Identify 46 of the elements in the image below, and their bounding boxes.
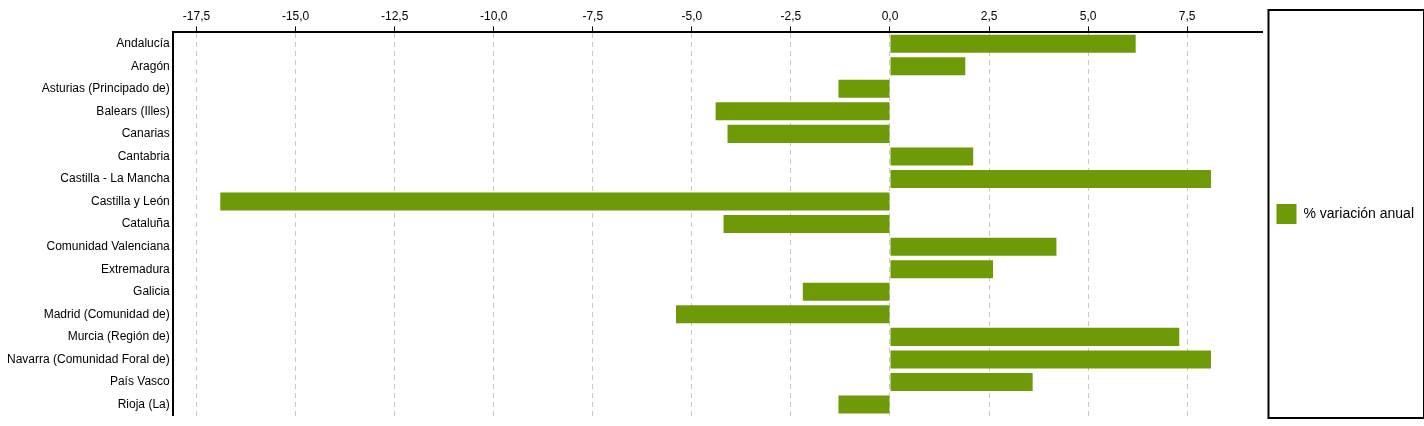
bar (890, 57, 966, 76)
y-tick-label: Extremadura (101, 261, 171, 276)
y-tick-label: Andalucía (116, 35, 171, 50)
bar (838, 395, 890, 414)
bar (715, 102, 890, 121)
bar (890, 327, 1180, 346)
bar (890, 260, 994, 279)
y-tick-label: Galicia (133, 284, 171, 299)
y-tick-label: Navarra (Comunidad Foral de) (7, 351, 170, 366)
y-tick-label: Cataluña (121, 216, 171, 231)
x-tick-label: -7,5 (582, 8, 604, 23)
bar (727, 124, 890, 143)
y-tick-label: Asturias (Principado de) (41, 81, 170, 96)
bar (890, 372, 1033, 391)
bar (890, 34, 1136, 53)
legend-label: % variación anual (1303, 204, 1415, 221)
y-tick-label: Aragón (131, 58, 170, 73)
x-tick-label: -2,5 (780, 8, 802, 23)
x-tick-label: -5,0 (681, 8, 703, 23)
bar (890, 169, 1211, 189)
bar (890, 147, 974, 166)
bar (890, 350, 1211, 369)
x-tick-label: -10,0 (480, 8, 508, 23)
x-tick-label: -12,5 (380, 8, 409, 23)
y-tick-label: Cantabria (117, 148, 171, 163)
y-tick-label: Castilla - La Mancha (60, 171, 171, 186)
bar (220, 192, 890, 211)
x-tick-label: -17,5 (182, 8, 211, 23)
y-tick-label: Rioja (La) (117, 396, 170, 411)
x-tick-label: 5,0 (1079, 8, 1097, 23)
x-tick-label: 0,0 (881, 8, 899, 23)
y-tick-label: Comunidad Valenciana (46, 238, 171, 253)
x-tick-label: 7,5 (1178, 8, 1196, 23)
bar (890, 237, 1057, 256)
bar (676, 305, 890, 324)
y-tick-label: Madrid (Comunidad de) (43, 306, 170, 321)
bar (723, 215, 890, 234)
y-tick-label: Murcia (Región de) (67, 329, 170, 344)
bar (802, 282, 890, 301)
y-tick-label: País Vasco (109, 374, 171, 389)
x-tick-label: -15,0 (281, 8, 310, 23)
y-tick-label: Canarias (121, 126, 170, 141)
y-tick-label: Castilla y León (91, 193, 170, 208)
x-tick-label: 2,5 (980, 8, 998, 23)
y-tick-label: Balears (Illes) (96, 103, 170, 118)
bar (838, 79, 890, 98)
